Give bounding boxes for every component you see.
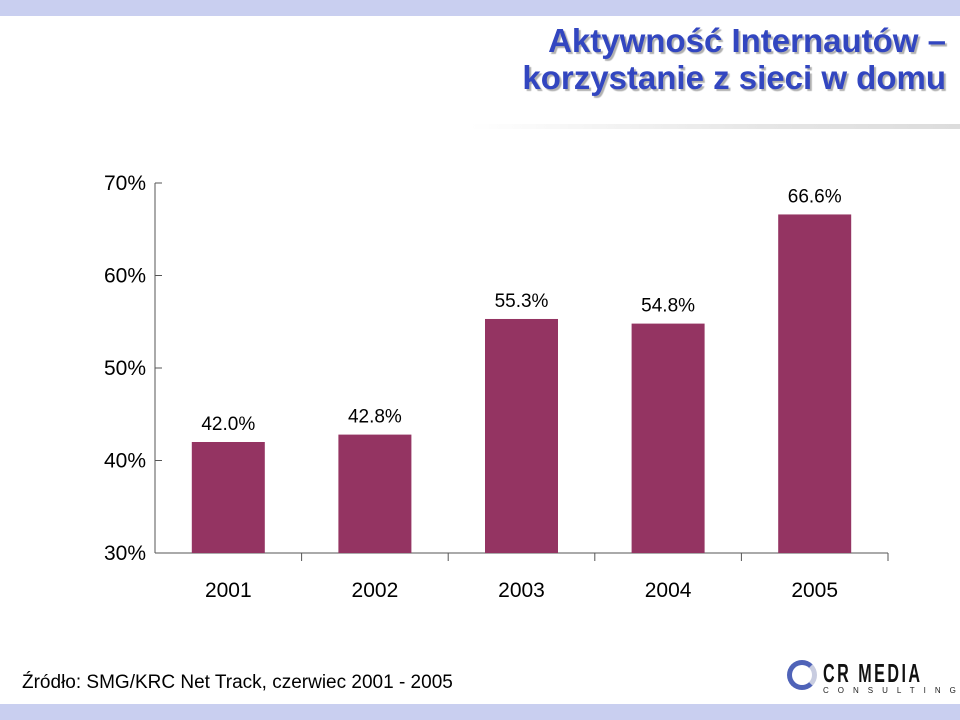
y-tick-label: 70% xyxy=(104,172,146,195)
x-category-label: 2002 xyxy=(352,579,399,602)
bar-value-label: 54.8% xyxy=(641,296,695,317)
top-band xyxy=(0,0,960,16)
bar-2001 xyxy=(191,442,265,553)
slide-title: Aktywność Internautów – korzystanie z si… xyxy=(522,22,946,96)
x-category-label: 2001 xyxy=(205,579,252,602)
bar-value-label: 55.3% xyxy=(495,291,549,312)
x-category-label: 2003 xyxy=(498,579,545,602)
bar-value-label: 42.0% xyxy=(201,414,255,435)
y-tick-label: 50% xyxy=(104,357,146,380)
x-category-label: 2004 xyxy=(645,579,692,602)
bar-2004 xyxy=(631,323,705,553)
y-tick-label: 30% xyxy=(104,542,146,565)
bottom-band xyxy=(0,704,960,720)
title-line-2: korzystanie z sieci w domu xyxy=(522,59,946,96)
bar-chart: 30% 40% 50% 60% 70% 42.0% 2001 42.8% 2002 55.3% 20… xyxy=(104,172,889,602)
x-category-label: 2005 xyxy=(791,579,838,602)
source-note: Źródło: SMG/KRC Net Track, czerwiec 2001… xyxy=(22,672,453,693)
bar-value-label: 42.8% xyxy=(348,407,402,428)
bar-2005 xyxy=(778,214,852,553)
crmedia-logo-icon: CR MEDIA CONSULTING xyxy=(787,658,956,698)
logo-main-text: CR MEDIA xyxy=(823,658,923,688)
bar-value-label: 66.6% xyxy=(788,186,842,207)
bar-2003 xyxy=(485,318,558,553)
y-tick-label: 40% xyxy=(104,450,146,473)
bar-2002 xyxy=(338,434,412,553)
title-rule xyxy=(470,124,960,129)
logo-sub-text: CONSULTING xyxy=(823,686,960,695)
y-tick-label: 60% xyxy=(104,265,146,288)
logo-q-mark xyxy=(787,660,817,690)
title-line-1: Aktywność Internautów – xyxy=(548,22,946,59)
